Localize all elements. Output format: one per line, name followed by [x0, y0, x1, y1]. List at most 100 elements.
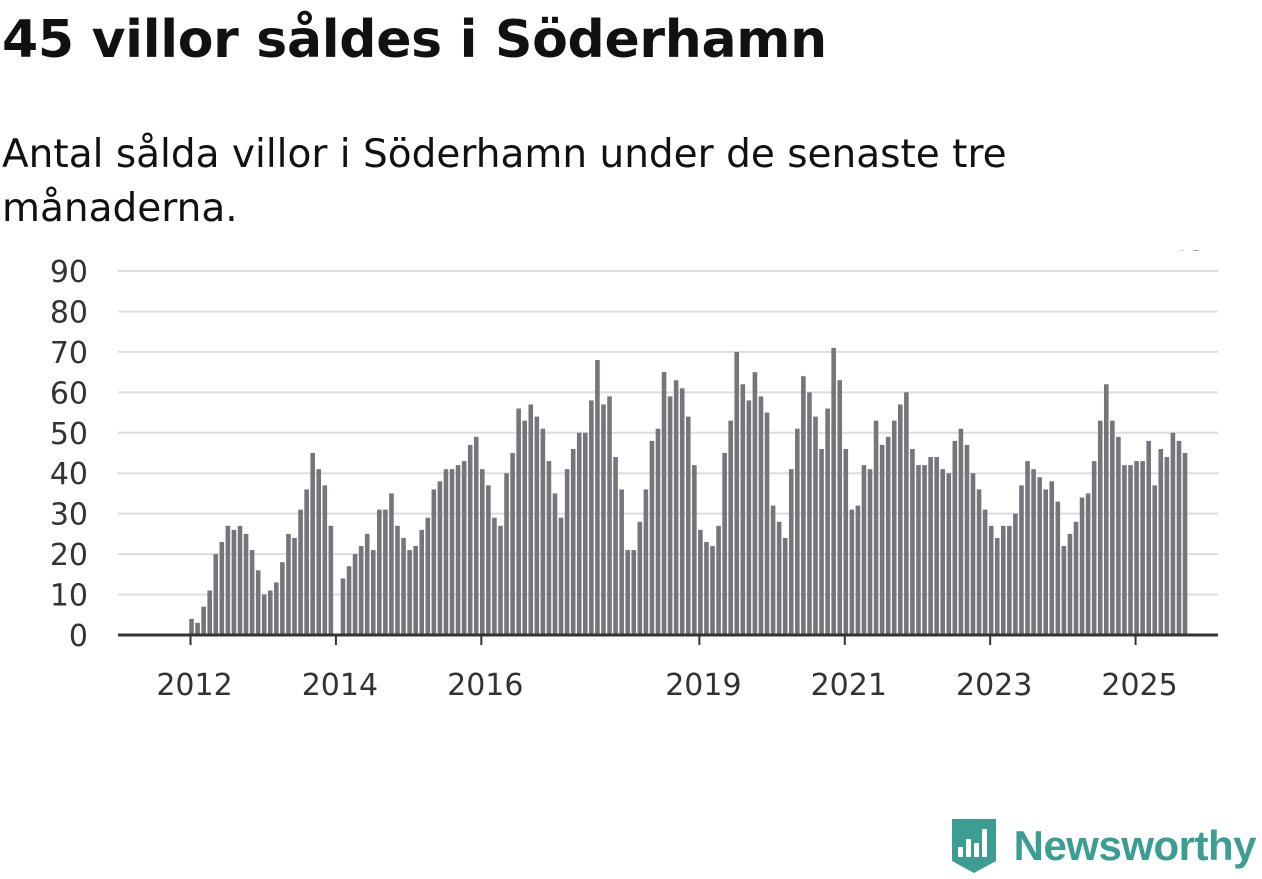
bar-50: [437, 481, 443, 635]
bar-13: [213, 554, 219, 635]
bar-127: [904, 392, 909, 635]
bar-49: [431, 489, 437, 635]
y-tick-label-60: 60: [50, 376, 88, 411]
bar-89: [673, 380, 679, 635]
bar-10: [195, 622, 200, 635]
bar-75: [589, 400, 594, 635]
bar-20: [255, 570, 261, 635]
newsworthy-logo: Newsworthy: [948, 817, 1257, 875]
bar-113: [819, 448, 824, 635]
bar-158: [1091, 461, 1097, 635]
bar-76: [595, 359, 600, 635]
x-tick-label-2014: 2014: [302, 668, 378, 703]
bar-101: [746, 400, 752, 635]
bar-108: [788, 469, 794, 635]
bar-147: [1025, 461, 1030, 635]
bar-71: [564, 469, 570, 635]
bar-67: [540, 428, 546, 635]
bar-116: [837, 380, 843, 635]
bar-161: [1110, 420, 1115, 635]
bar-39: [370, 550, 376, 635]
bar-124: [885, 436, 891, 635]
bar-121: [867, 469, 873, 635]
bar-94: [704, 541, 709, 635]
bar-129: [916, 465, 921, 635]
bar-143: [1000, 525, 1006, 635]
bar-80: [619, 489, 624, 635]
bar-167: [1146, 440, 1151, 635]
bar-15: [225, 525, 231, 635]
bar-chart: 0 10 20 30 40 50 60 70 80 90 2012 2014 2016 2019 2021…: [50, 250, 1218, 703]
bar-133: [940, 469, 946, 635]
bar-47: [419, 529, 425, 635]
bar-170: [1164, 457, 1170, 635]
bar-112: [813, 416, 818, 635]
bar-168: [1152, 485, 1158, 635]
bar-88: [667, 396, 673, 635]
bar-155: [1073, 521, 1079, 635]
bar-22: [267, 590, 273, 635]
y-tick-label-50: 50: [50, 417, 88, 452]
bar-34: [340, 578, 346, 635]
bar-130: [922, 465, 927, 635]
bar-128: [910, 448, 915, 635]
bar-85: [649, 440, 655, 635]
x-tick-label-2023: 2023: [956, 668, 1032, 703]
bar-52: [449, 469, 455, 635]
bar-29: [310, 453, 315, 635]
bar-173: [1182, 453, 1188, 635]
bar-154: [1067, 533, 1073, 635]
bar-146: [1019, 485, 1024, 635]
bar-149: [1037, 477, 1042, 635]
bar-132: [934, 457, 939, 635]
bar-78: [607, 396, 612, 635]
bar-157: [1085, 493, 1091, 635]
bar-151: [1049, 481, 1055, 635]
bar-41: [383, 509, 388, 635]
bar-145: [1013, 513, 1018, 635]
y-tick-label-30: 30: [50, 498, 88, 533]
y-tick-label-90: 90: [50, 255, 88, 290]
y-tick-label-20: 20: [50, 538, 88, 573]
bar-90: [679, 388, 685, 635]
bar-140: [982, 509, 988, 635]
y-tick-label-0: 0: [69, 619, 88, 654]
x-tick-label-2016: 2016: [447, 668, 523, 703]
bar-115: [831, 347, 836, 635]
bar-44: [401, 537, 406, 635]
bar-110: [801, 376, 806, 635]
bar-38: [364, 533, 370, 635]
bar-24: [280, 562, 285, 635]
bar-164: [1128, 465, 1133, 635]
bar-59: [492, 517, 497, 635]
y-tick-label-80: 80: [50, 295, 88, 330]
bar-134: [946, 473, 952, 635]
y-tick-label-70: 70: [50, 336, 88, 371]
bar-172: [1176, 440, 1182, 635]
bar-109: [795, 428, 800, 635]
bar-32: [328, 525, 334, 635]
bar-74: [582, 432, 588, 635]
x-axis-labels: 2012 2014 2016 2019 2021 2023 2025: [156, 668, 1177, 703]
bar-137: [964, 444, 970, 635]
bar-99: [734, 351, 740, 635]
y-tick-label-40: 40: [50, 457, 88, 492]
bar-56: [473, 436, 479, 635]
bar-159: [1097, 420, 1103, 635]
chart-title: 45 villor såldes i Söderhamn: [2, 10, 827, 70]
bar-21: [261, 594, 267, 635]
bar-98: [728, 420, 733, 635]
bar-91: [685, 416, 691, 635]
bar-142: [994, 537, 1000, 635]
bar-61: [504, 473, 509, 635]
bar-68: [546, 461, 552, 635]
bars: [189, 347, 1188, 635]
y-axis-labels: 0 10 20 30 40 50 60 70 80 90: [50, 255, 88, 654]
bar-138: [970, 473, 976, 635]
bar-36: [352, 554, 358, 635]
bar-35: [346, 566, 352, 635]
bar-165: [1134, 461, 1139, 635]
bar-18: [243, 533, 249, 635]
bar-114: [825, 408, 830, 635]
bar-152: [1055, 501, 1061, 635]
